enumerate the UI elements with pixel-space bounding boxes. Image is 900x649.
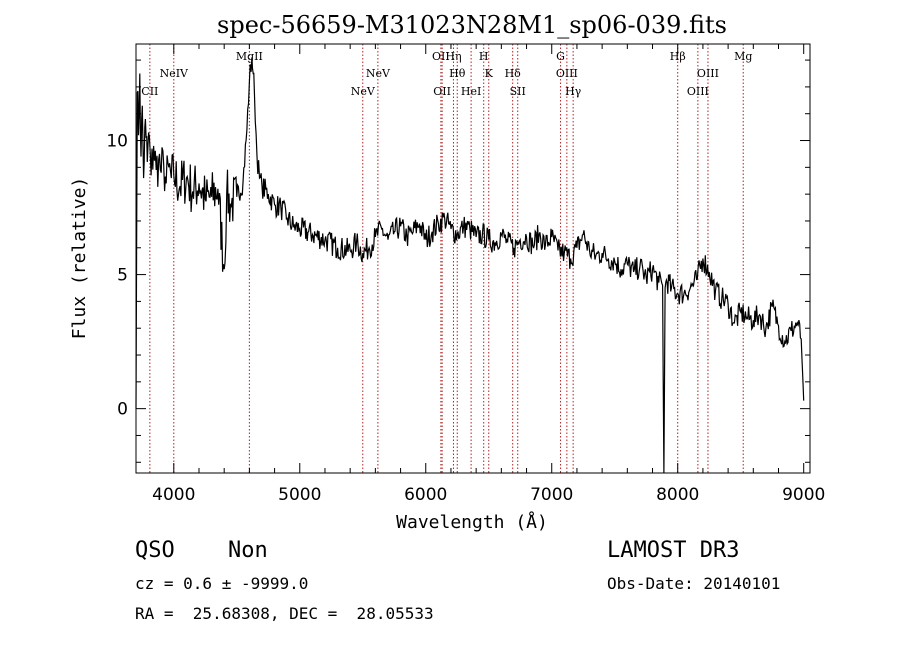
survey-name: LAMOST DR3 — [607, 538, 740, 563]
x-tick-label: 5000 — [278, 485, 321, 505]
chart-title: spec-56659-M31023N28M1_sp06-039.fits — [217, 11, 727, 39]
x-tick-label: 7000 — [530, 485, 573, 505]
line-label: OIII — [687, 85, 709, 98]
object-class: QSO — [135, 538, 175, 563]
line-label: CII — [141, 85, 158, 98]
x-tick-label: 8000 — [656, 485, 699, 505]
line-label: OII — [432, 50, 450, 63]
obs-date: Obs-Date: 20140101 — [607, 574, 781, 593]
line-label: OIII — [556, 67, 578, 80]
x-tick-label: 9000 — [782, 485, 825, 505]
x-tick-label: 4000 — [152, 485, 195, 505]
line-label: NeV — [366, 67, 391, 80]
line-label: MgII — [236, 50, 263, 63]
y-axis-label: Flux (relative) — [69, 177, 90, 340]
y-tick-label: 0 — [117, 400, 128, 420]
spectrum-series — [135, 57, 805, 474]
line-label: NeIV — [160, 67, 189, 80]
redshift-cz: cz = 0.6 ± -9999.0 — [135, 574, 309, 593]
axis-ticks: 4000 5000 6000 7000 8000 9000 0 5 10 — [106, 44, 825, 505]
spectrum-chart: spec-56659-M31023N28M1_sp06-039.fits CII… — [69, 11, 825, 533]
line-label: Mg — [734, 50, 752, 63]
line-label: Hβ — [670, 50, 686, 63]
line-label: Hδ — [505, 67, 522, 80]
line-label: NeV — [351, 85, 376, 98]
line-label: HeI — [461, 85, 481, 98]
line-label: Hθ — [449, 67, 466, 80]
line-label: OIII — [697, 67, 719, 80]
line-label: SII — [510, 85, 526, 98]
x-tick-label: 6000 — [404, 485, 447, 505]
plot-frame — [135, 43, 811, 474]
coordinates: RA = 25.68308, DEC = 28.05533 — [135, 604, 434, 623]
y-tick-label: 5 — [117, 266, 128, 286]
x-axis-label: Wavelength (Å) — [396, 511, 548, 533]
line-label: H — [479, 50, 489, 63]
line-label: K — [485, 67, 494, 80]
line-label: Hγ — [565, 85, 582, 98]
line-label: Hη — [445, 50, 461, 63]
line-label: OII — [433, 85, 451, 98]
y-tick-label: 10 — [106, 132, 128, 152]
line-label: G — [556, 50, 565, 63]
object-subclass: Non — [228, 538, 268, 563]
